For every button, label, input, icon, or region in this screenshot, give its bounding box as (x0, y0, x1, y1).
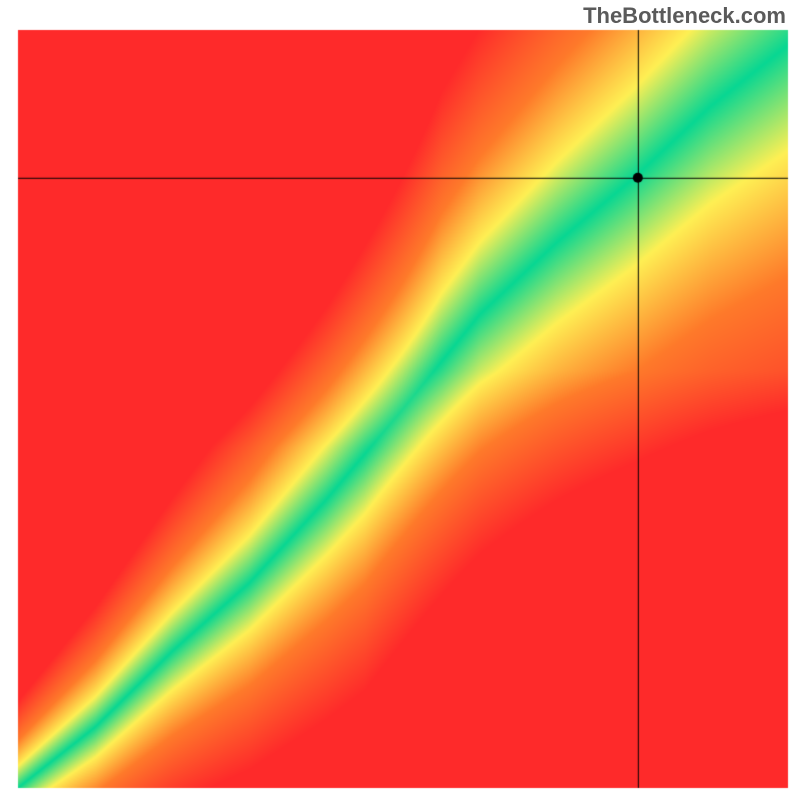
chart-container: TheBottleneck.com (0, 0, 800, 800)
bottleneck-heatmap-canvas (0, 0, 800, 800)
watermark-text: TheBottleneck.com (583, 3, 786, 29)
